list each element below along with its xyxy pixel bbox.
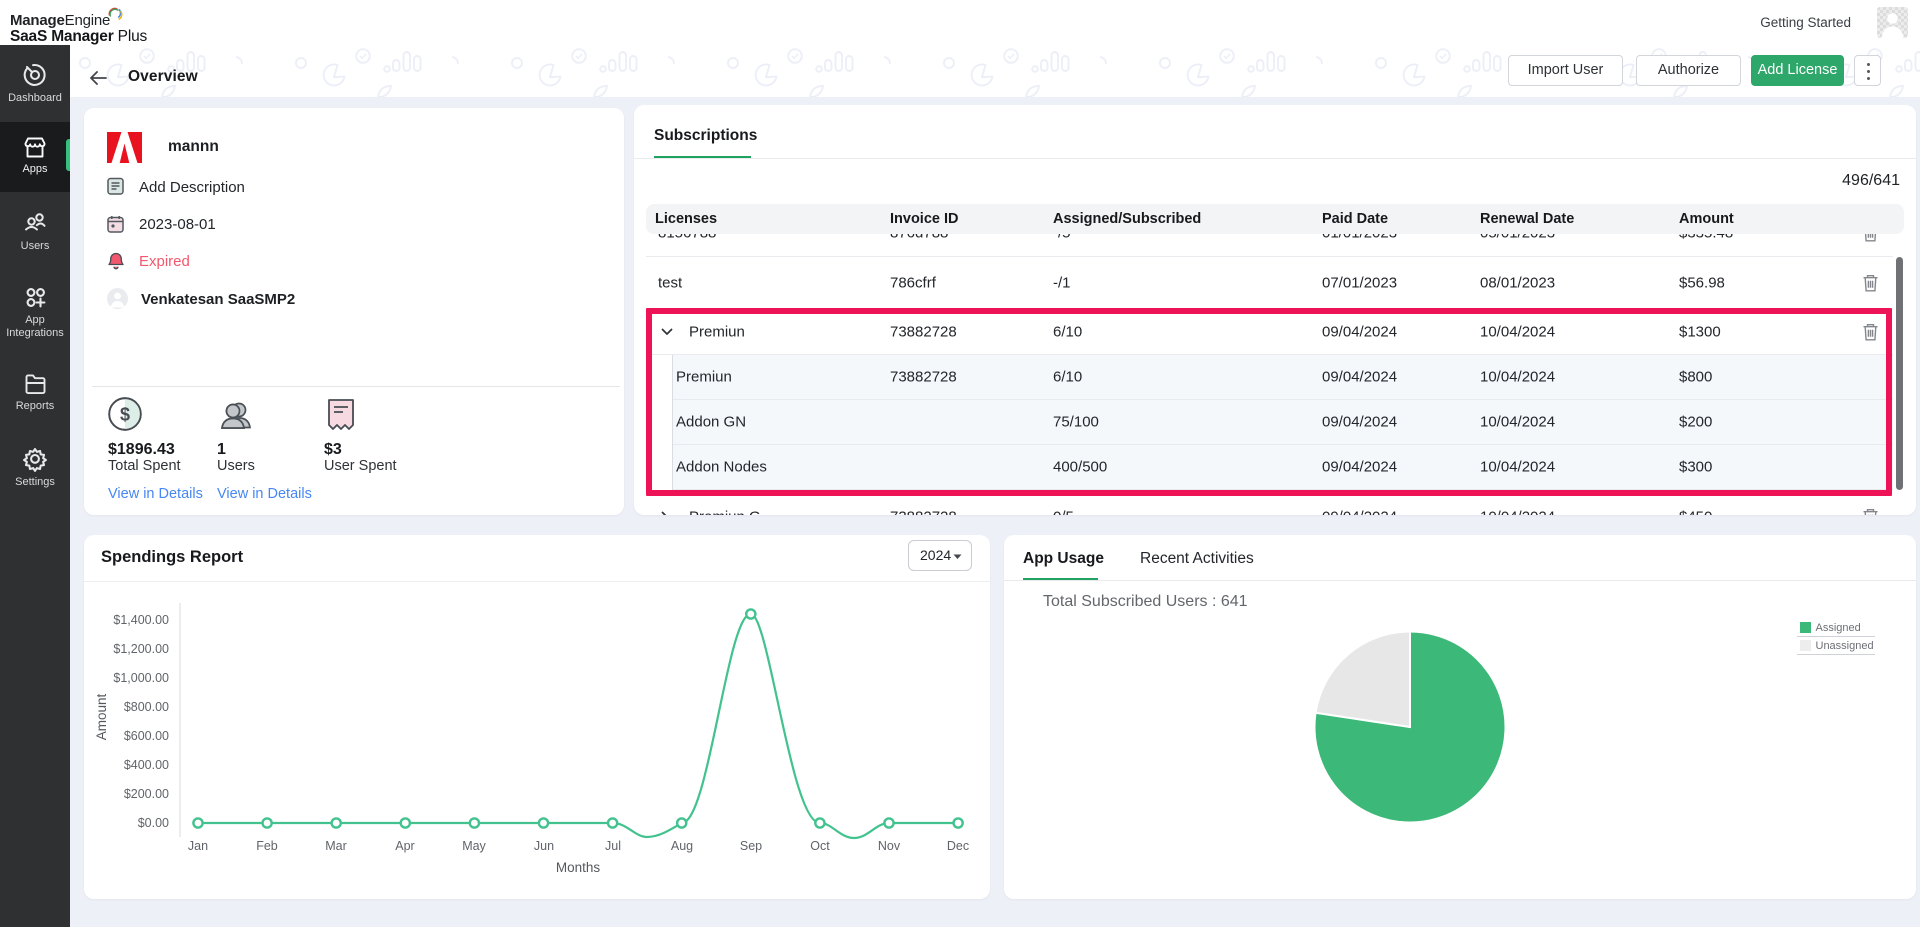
- svg-text:$0.00: $0.00: [138, 816, 169, 830]
- svg-text:$600.00: $600.00: [124, 729, 169, 743]
- svg-text:Sep: Sep: [740, 839, 762, 853]
- svg-text:May: May: [462, 839, 486, 853]
- svg-text:Amount: Amount: [94, 693, 109, 740]
- svg-text:Mar: Mar: [325, 839, 347, 853]
- svg-text:$1,400.00: $1,400.00: [113, 613, 169, 627]
- svg-text:Apr: Apr: [395, 839, 414, 853]
- svg-text:Months: Months: [556, 860, 601, 875]
- svg-text:$800.00: $800.00: [124, 700, 169, 714]
- svg-text:Dec: Dec: [947, 839, 969, 853]
- svg-text:Jan: Jan: [188, 839, 208, 853]
- svg-text:$: $: [120, 405, 130, 425]
- svg-text:Jul: Jul: [605, 839, 621, 853]
- svg-text:$1,000.00: $1,000.00: [113, 671, 169, 685]
- svg-text:Feb: Feb: [256, 839, 278, 853]
- svg-text:$400.00: $400.00: [124, 758, 169, 772]
- svg-text:$200.00: $200.00: [124, 787, 169, 801]
- svg-text:Jun: Jun: [534, 839, 554, 853]
- svg-text:Nov: Nov: [878, 839, 901, 853]
- svg-text:Aug: Aug: [671, 839, 693, 853]
- svg-text:$1,200.00: $1,200.00: [113, 642, 169, 656]
- svg-text:Oct: Oct: [810, 839, 830, 853]
